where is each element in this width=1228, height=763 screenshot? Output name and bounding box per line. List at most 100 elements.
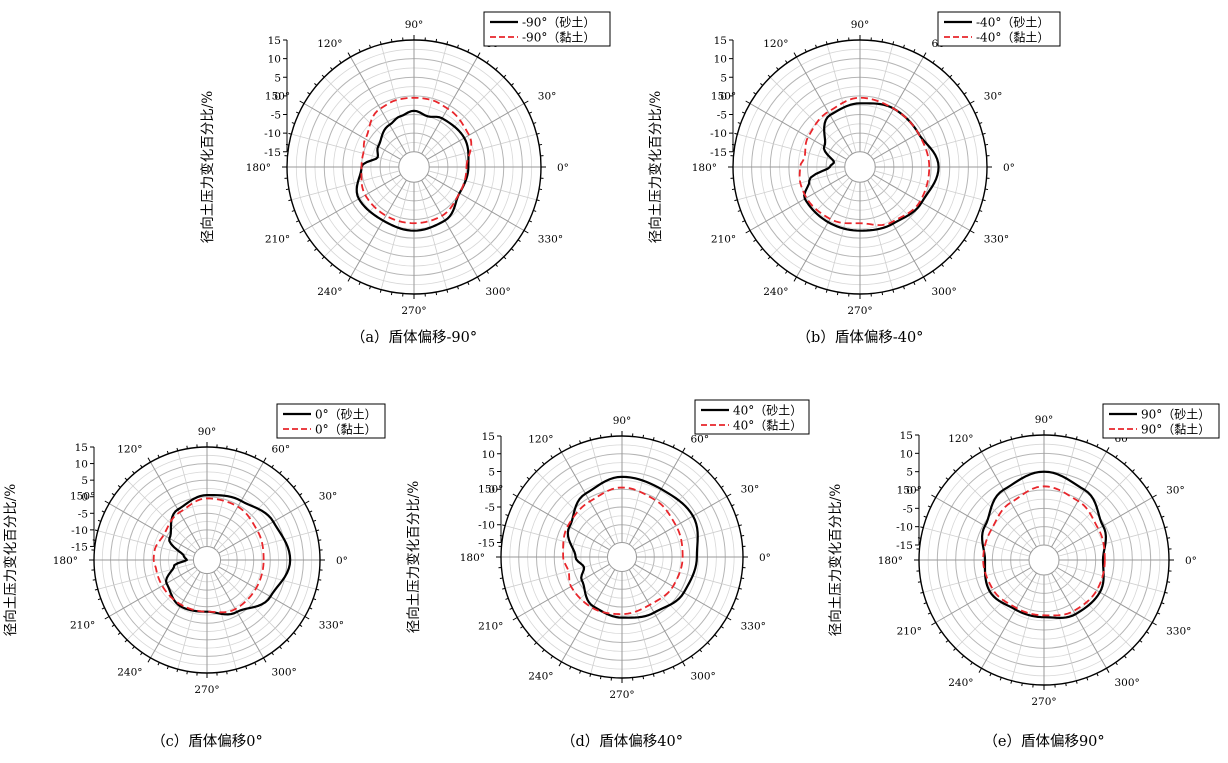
angle-tick-label: 330° xyxy=(538,234,563,246)
legend: 90°（砂土）90°（黏土） xyxy=(1102,403,1220,439)
panel-caption: （c）盾体偏移0° xyxy=(151,733,263,750)
angle-tick-label: 270° xyxy=(401,305,426,317)
angle-tick-label: 0° xyxy=(336,555,348,567)
radial-tick-label: -5 xyxy=(717,110,727,122)
legend-box xyxy=(483,11,611,47)
polar-chart-c: 0° 30° 60° 90° 120° 150° 180° 210° 240° 270° 300° 3… xyxy=(3,403,386,750)
radial-tick-label: 0 xyxy=(488,484,495,496)
legend-label: 90°（砂土） xyxy=(1141,408,1210,422)
angular-tick xyxy=(969,100,975,104)
angular-minor-gridline xyxy=(323,177,404,258)
y-axis-label: 径向土压力变化百分比/% xyxy=(648,91,664,244)
angular-gridline xyxy=(634,496,728,551)
angular-gridline xyxy=(213,461,264,549)
angular-minor-gridline xyxy=(97,563,195,590)
angular-minor-gridline xyxy=(505,525,609,554)
angular-tick xyxy=(104,500,110,504)
legend-box xyxy=(276,403,386,439)
angular-gridline xyxy=(350,56,407,155)
angle-tick-label: 120° xyxy=(763,38,788,50)
radial-tick-label: 15 xyxy=(714,35,727,47)
angle-tick-label: 90° xyxy=(613,415,632,427)
angular-gridline xyxy=(213,571,264,659)
y-axis-label: 径向土压力变化百分比/% xyxy=(828,484,844,637)
angular-minor-gridline xyxy=(1054,570,1133,649)
angular-gridline xyxy=(1056,567,1153,623)
angular-tick xyxy=(263,457,267,463)
angle-tick-label: 30° xyxy=(538,91,557,103)
angle-tick-label: 150° xyxy=(265,91,290,103)
legend-label: 40°（黏土） xyxy=(733,419,802,433)
radial-tick-label: 0 xyxy=(81,492,88,504)
angular-tick xyxy=(931,622,937,626)
radial-tick-label: 10 xyxy=(900,448,913,460)
angular-tick xyxy=(558,661,562,667)
radial-tick-label: -15 xyxy=(71,541,88,553)
angle-tick-label: 270° xyxy=(847,305,872,317)
radial-tick-label: 0 xyxy=(906,485,913,497)
radial-tick-label: -15 xyxy=(896,540,913,552)
angular-tick xyxy=(931,494,937,498)
angular-minor-gridline xyxy=(631,471,708,548)
angular-tick xyxy=(523,230,529,234)
angular-gridline xyxy=(303,174,402,231)
angular-gridline xyxy=(108,566,196,617)
angular-tick xyxy=(923,52,927,58)
radial-tick-label: 15 xyxy=(268,35,281,47)
radial-tick-label: -10 xyxy=(710,128,727,140)
angular-gridline xyxy=(426,103,525,160)
radial-tick-label: 5 xyxy=(720,72,727,84)
angular-minor-gridline xyxy=(863,181,894,290)
panel-caption: （a）盾体偏移-90° xyxy=(351,329,477,346)
angular-tick xyxy=(304,500,310,504)
legend-label: -40°（砂土） xyxy=(976,16,1049,30)
series-line-sand xyxy=(566,475,699,619)
angular-minor-gridline xyxy=(826,181,857,290)
polar-chart-e: 0°30°60°90°120°150°180°210°240°270°300°3… xyxy=(828,403,1220,750)
angular-minor-gridline xyxy=(590,440,619,544)
angular-tick xyxy=(793,52,797,58)
angular-gridline xyxy=(935,497,1032,553)
angular-minor-gridline xyxy=(210,450,237,548)
polar-chart-a: 0°30°60°90°120°150°180°210°240°270°300°3… xyxy=(200,11,611,346)
angular-gridline xyxy=(561,451,616,545)
angular-gridline xyxy=(1051,451,1107,548)
angular-minor-gridline xyxy=(870,76,951,157)
angular-gridline xyxy=(634,563,728,618)
angle-tick-label: 120° xyxy=(117,443,142,455)
panel-caption: （e）盾体偏移90° xyxy=(983,733,1104,750)
angular-minor-gridline xyxy=(424,76,505,157)
series-line-sand xyxy=(164,493,292,616)
angle-tick-label: 330° xyxy=(984,234,1009,246)
y-axis-label: 径向土压力变化百分比/% xyxy=(200,91,216,244)
angular-tick xyxy=(477,276,481,282)
angular-minor-gridline xyxy=(1054,471,1133,550)
angular-minor-gridline xyxy=(874,133,983,164)
angle-tick-label: 90° xyxy=(851,19,870,31)
angular-gridline xyxy=(749,174,848,231)
radial-tick-label: -5 xyxy=(903,503,913,515)
legend-box xyxy=(1102,403,1220,439)
angular-minor-gridline xyxy=(1058,527,1165,557)
angular-tick xyxy=(745,230,751,234)
angle-tick-label: 330° xyxy=(319,620,344,632)
radial-tick-label: 10 xyxy=(482,449,495,461)
angular-minor-gridline xyxy=(210,572,237,670)
angle-tick-label: 210° xyxy=(478,621,503,633)
angular-minor-gridline xyxy=(635,560,739,589)
angular-gridline xyxy=(867,179,924,278)
angular-tick xyxy=(726,493,732,497)
angular-gridline xyxy=(867,56,924,155)
radial-tick-label: -5 xyxy=(78,508,88,520)
angle-tick-label: 270° xyxy=(194,684,219,696)
series-line-clay xyxy=(562,486,684,616)
legend-label: 90°（黏土） xyxy=(1141,423,1210,437)
radial-tick-label: 10 xyxy=(75,459,88,471)
radial-tick-label: 5 xyxy=(274,72,281,84)
angle-tick-label: 270° xyxy=(1031,696,1056,708)
angle-tick-label: 30° xyxy=(984,91,1003,103)
legend-box xyxy=(694,399,810,435)
polar-outer-circle xyxy=(918,434,1170,686)
radial-tick-label: -15 xyxy=(478,537,495,549)
